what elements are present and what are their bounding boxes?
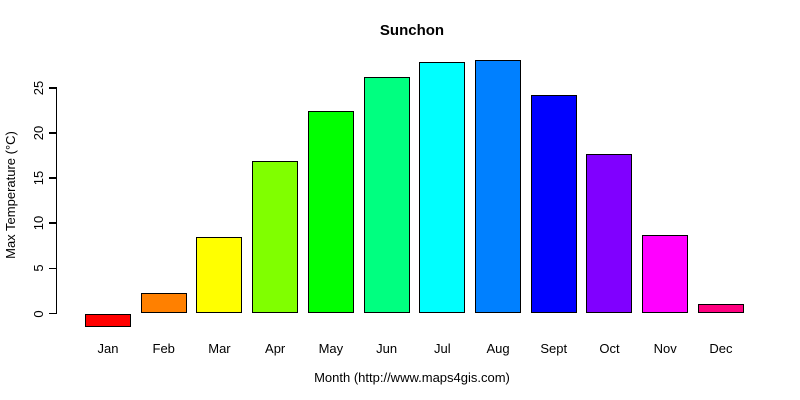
x-tick-label-nov: Nov xyxy=(653,341,677,356)
x-tick-label-sept: Sept xyxy=(540,341,568,356)
y-tick-mark xyxy=(48,267,56,270)
bar-oct xyxy=(586,153,633,314)
x-tick-label-oct: Oct xyxy=(599,341,620,356)
bar-feb xyxy=(140,292,187,314)
bar-mar xyxy=(196,236,243,314)
x-tick-label-jun: Jun xyxy=(376,341,398,356)
x-tick-label-feb: Feb xyxy=(152,341,175,356)
y-tick-mark xyxy=(48,312,56,315)
y-tick-label: 25 xyxy=(31,80,46,95)
y-tick-label: 20 xyxy=(31,125,46,141)
bar-dec xyxy=(697,303,744,314)
y-tick-label: 10 xyxy=(31,215,46,231)
bar-jul xyxy=(419,62,466,314)
bar-sept xyxy=(530,94,577,314)
y-tick-mark xyxy=(48,222,56,224)
bar-aug xyxy=(475,59,522,314)
x-axis-title: Month (http://www.maps4gis.com) xyxy=(314,370,510,385)
x-tick-label-jul: Jul xyxy=(434,341,451,356)
x-tick-label-jan: Jan xyxy=(97,341,119,356)
bar-nov xyxy=(642,234,689,314)
x-tick-label-may: May xyxy=(318,341,344,356)
y-tick-label: 15 xyxy=(31,170,46,186)
y-tick-label: 0 xyxy=(31,309,46,318)
bar-jan xyxy=(85,313,131,328)
x-tick-label-apr: Apr xyxy=(265,341,286,356)
x-tick-label-aug: Aug xyxy=(486,341,510,356)
y-axis-line xyxy=(55,87,57,315)
bar-jun xyxy=(363,76,410,314)
y-tick-mark xyxy=(48,177,56,179)
bar-may xyxy=(307,111,354,314)
y-tick-mark xyxy=(48,87,56,89)
bar-apr xyxy=(252,160,299,314)
y-tick-mark xyxy=(48,132,56,134)
chart-title: Sunchon xyxy=(379,22,445,39)
y-tick-label: 5 xyxy=(31,264,46,272)
x-tick-label-dec: Dec xyxy=(709,341,733,356)
x-tick-label-mar: Mar xyxy=(208,341,231,356)
